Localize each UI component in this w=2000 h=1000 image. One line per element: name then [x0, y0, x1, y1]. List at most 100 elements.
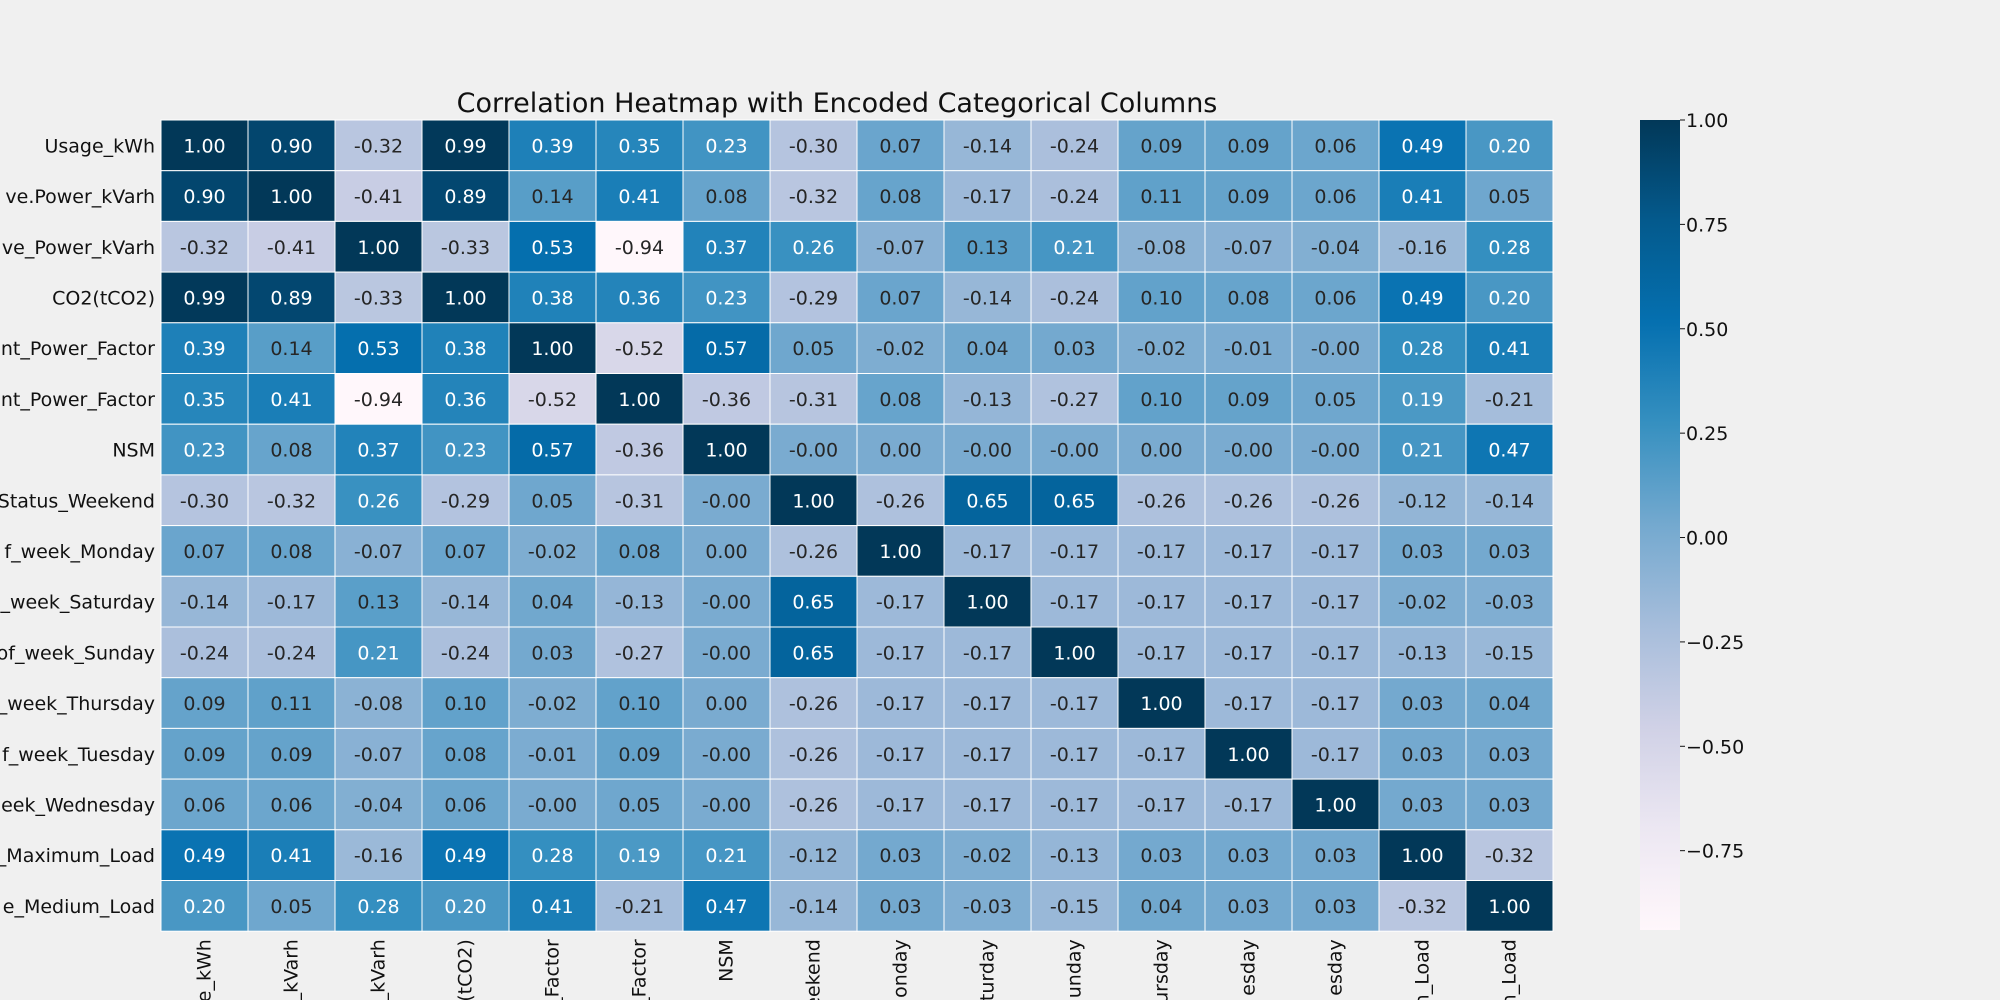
cell-value-label: 0.21	[1053, 237, 1095, 259]
cell-value-label: -0.41	[267, 237, 316, 259]
heatmap-cell	[247, 727, 336, 780]
heatmap-cell	[595, 170, 684, 222]
cell-value-label: -0.27	[1050, 389, 1099, 411]
cell-value-label: 0.06	[270, 794, 312, 816]
heatmap-cell	[682, 880, 771, 932]
heatmap-cell	[334, 119, 423, 172]
heatmap-cell	[1378, 373, 1467, 425]
heatmap-cell	[1117, 119, 1206, 172]
heatmap-cell	[1030, 423, 1119, 476]
heatmap-cell	[247, 423, 336, 476]
cell-value-label: -0.14	[441, 592, 490, 614]
heatmap-cells: 1.00 0.90 -0.32 0.99 0.39 0.35 0.23 -0.30 0.07 -0…	[160, 119, 1554, 932]
heatmap-cell	[682, 525, 771, 577]
cell-value-label: -0.02	[528, 541, 577, 563]
heatmap-cell	[1030, 170, 1119, 222]
cell-value-label: 0.49	[183, 845, 225, 867]
cell-value-label: -0.16	[354, 845, 403, 867]
cell-value-label: -0.17	[1311, 592, 1360, 614]
cell-value-label: -0.17	[1050, 541, 1099, 563]
cell-value-label: 0.04	[966, 338, 1008, 360]
heatmap-cell	[1204, 170, 1293, 222]
cell-value-label: -0.17	[963, 693, 1012, 715]
column-label: n_Load	[1499, 939, 1521, 1000]
cell-value-label: -0.08	[1137, 237, 1186, 259]
cell-value-label: 0.06	[1314, 186, 1356, 208]
cell-value-label: -0.30	[789, 135, 838, 157]
colorbar-tick-label: 0.25	[1686, 423, 1728, 445]
cell-value-label: -0.07	[876, 237, 925, 259]
cell-value-label: 0.39	[531, 135, 573, 157]
column-label: _kVarh	[368, 939, 390, 1000]
column-label: (tCO2)	[455, 939, 477, 1000]
cell-value-label: -0.17	[1137, 794, 1186, 816]
row-label: _week_Thursday	[0, 693, 155, 715]
cell-value-label: -0.13	[1398, 642, 1447, 664]
cell-value-label: -0.12	[1398, 490, 1447, 512]
cell-value-label: 0.53	[531, 237, 573, 259]
heatmap-cell	[334, 322, 423, 374]
heatmap-cell	[1117, 778, 1206, 831]
heatmap-cell	[1465, 525, 1554, 577]
heatmap-cell	[160, 626, 249, 679]
cell-value-label: -0.32	[789, 186, 838, 208]
heatmap-cell	[508, 170, 597, 222]
cell-value-label: 1.00	[1314, 794, 1356, 816]
heatmap-cell	[769, 322, 858, 374]
cell-value-label: 0.21	[357, 642, 399, 664]
heatmap-cell	[1291, 220, 1380, 273]
heatmap-cell	[421, 575, 510, 628]
cell-value-label: 0.47	[1488, 440, 1530, 462]
cell-value-label: -0.24	[1050, 135, 1099, 157]
cell-value-label: -0.31	[615, 490, 664, 512]
heatmap-cell	[682, 677, 771, 729]
heatmap-cell	[1291, 474, 1380, 527]
heatmap-cell	[1030, 677, 1119, 729]
cell-value-label: -0.16	[1398, 237, 1447, 259]
heatmap-cell	[1117, 474, 1206, 527]
cell-value-label: 0.08	[444, 744, 486, 766]
heatmap-cell	[160, 727, 249, 780]
cell-value-label: -0.17	[963, 744, 1012, 766]
heatmap-cell	[769, 220, 858, 273]
cell-value-label: -0.04	[354, 794, 403, 816]
cell-value-label: 0.20	[1488, 135, 1530, 157]
cell-value-label: -0.32	[267, 490, 316, 512]
cell-value-label: 0.04	[1488, 693, 1530, 715]
cell-value-label: 1.00	[792, 490, 834, 512]
heatmap-cell	[1465, 829, 1554, 881]
cell-value-label: 0.07	[879, 287, 921, 309]
heatmap-cell	[1465, 220, 1554, 273]
cell-value-label: -0.17	[1224, 592, 1273, 614]
cell-value-label: 0.49	[444, 845, 486, 867]
row-label: e_Medium_Load	[3, 896, 155, 918]
cell-value-label: -0.26	[1224, 490, 1273, 512]
cell-value-label: 0.19	[1401, 389, 1443, 411]
heatmap-cell	[943, 829, 1032, 881]
heatmap-cell	[1465, 423, 1554, 476]
heatmap-cell	[334, 373, 423, 425]
cell-value-label: 0.08	[1227, 287, 1269, 309]
cell-value-label: -0.00	[1050, 440, 1099, 462]
cell-value-label: -0.36	[702, 389, 751, 411]
heatmap-cell	[1378, 220, 1467, 273]
heatmap-cell	[682, 271, 771, 324]
cell-value-label: -0.00	[789, 440, 838, 462]
heatmap-cell	[595, 677, 684, 729]
heatmap-cell	[943, 322, 1032, 374]
cell-value-label: -0.08	[354, 693, 403, 715]
cell-value-label: 0.09	[183, 744, 225, 766]
heatmap-cell	[1465, 373, 1554, 425]
heatmap-cell	[1204, 220, 1293, 273]
cell-value-label: 0.03	[1401, 794, 1443, 816]
cell-value-label: 0.41	[1401, 186, 1443, 208]
heatmap-cell	[682, 474, 771, 527]
cell-value-label: 0.03	[1314, 845, 1356, 867]
column-label: _Factor	[629, 939, 651, 1000]
heatmap-cell	[1291, 119, 1380, 172]
heatmap-cell	[1117, 373, 1206, 425]
cell-value-label: 0.03	[1488, 744, 1530, 766]
heatmap-cell	[856, 423, 945, 476]
cell-value-label: 0.41	[618, 186, 660, 208]
cell-value-label: -0.24	[441, 642, 490, 664]
